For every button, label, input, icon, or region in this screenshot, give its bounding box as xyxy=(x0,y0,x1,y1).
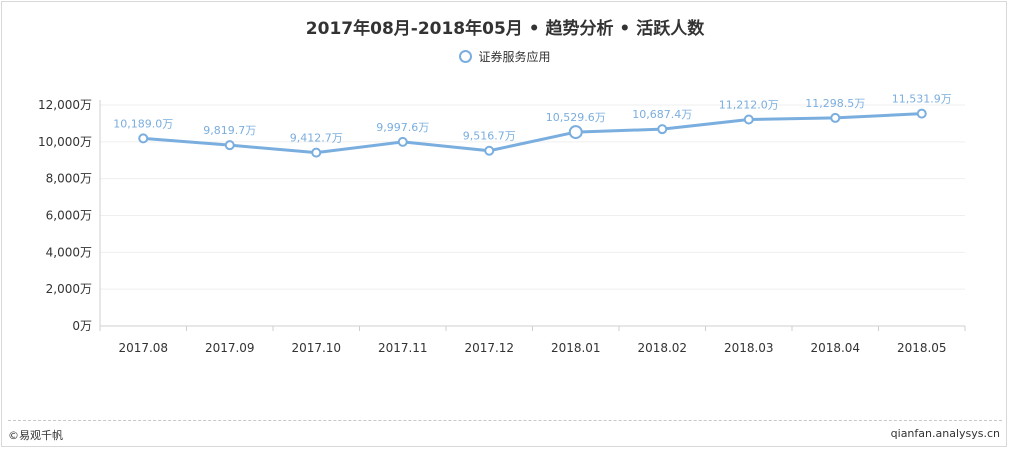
data-label: 9,997.6万 xyxy=(376,121,429,134)
chart-title: 2017年08月-2018年05月 • 趋势分析 • 活跃人数 xyxy=(305,19,705,39)
x-tick-label: 2017.12 xyxy=(464,341,514,355)
x-tick-label: 2018.03 xyxy=(724,341,774,355)
data-point xyxy=(311,147,322,158)
data-point xyxy=(568,125,583,140)
x-tick-label: 2017.09 xyxy=(205,341,255,355)
x-tick-label: 2018.04 xyxy=(810,341,860,355)
data-label: 9,412.7万 xyxy=(290,132,343,145)
data-label: 9,819.7万 xyxy=(203,124,256,137)
x-tick-label: 2018.02 xyxy=(637,341,687,355)
data-label: 11,298.5万 xyxy=(805,97,865,110)
y-tick-label: 10,000万 xyxy=(38,135,92,149)
footer-brand: ©易观千帆 xyxy=(8,429,63,442)
y-tick-label: 6,000万 xyxy=(46,209,92,223)
x-tick-label: 2017.10 xyxy=(291,341,341,355)
data-point xyxy=(397,136,408,147)
y-tick-label: 0万 xyxy=(72,319,92,333)
data-label: 10,189.0万 xyxy=(113,117,173,130)
data-label: 11,531.9万 xyxy=(892,93,952,106)
x-tick-label: 2018.01 xyxy=(551,341,601,355)
x-tick-label: 2017.08 xyxy=(118,341,168,355)
data-point xyxy=(484,145,495,156)
data-point xyxy=(138,133,149,144)
legend-label: 证券服务应用 xyxy=(478,50,551,64)
data-point xyxy=(830,112,841,123)
data-point xyxy=(743,114,754,125)
data-label: 10,529.6万 xyxy=(546,111,606,124)
legend[interactable]: 证券服务应用 xyxy=(0,48,1010,65)
footer-divider xyxy=(8,420,1002,421)
x-tick-label: 2017.11 xyxy=(378,341,428,355)
data-label: 11,212.0万 xyxy=(719,99,779,112)
series-line xyxy=(143,112,922,155)
y-tick-label: 4,000万 xyxy=(46,245,92,259)
y-tick-label: 8,000万 xyxy=(46,172,92,186)
x-tick-label: 2018.05 xyxy=(897,341,947,355)
data-point xyxy=(224,140,235,151)
y-tick-label: 12,000万 xyxy=(38,98,92,112)
legend-marker-icon xyxy=(459,50,473,63)
data-label: 9,516.7万 xyxy=(463,130,516,143)
data-label: 10,687.4万 xyxy=(632,108,692,121)
y-tick-label: 2,000万 xyxy=(46,282,92,296)
data-point xyxy=(916,108,927,119)
data-point xyxy=(657,124,668,135)
footer-url: qianfan.analysys.cn xyxy=(890,427,1000,440)
line-chart: 0万 2,000万 4,000万 6,000万 8,000万 10,000万 12,000万… xyxy=(38,93,966,355)
